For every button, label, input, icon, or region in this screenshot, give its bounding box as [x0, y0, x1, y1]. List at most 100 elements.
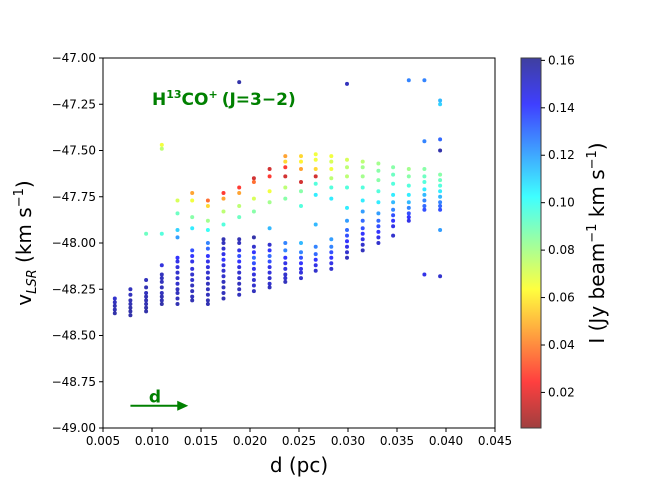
colorbar-label: I (Jy beam−1 km s−1)	[585, 142, 609, 343]
data-point	[251, 235, 256, 240]
data-point	[313, 252, 318, 257]
data-point	[267, 265, 272, 270]
data-point	[422, 78, 427, 83]
data-point	[283, 248, 288, 253]
data-point	[360, 231, 365, 236]
data-point	[159, 146, 164, 151]
data-point	[221, 274, 226, 279]
data-point	[251, 180, 256, 184]
data-point	[237, 292, 242, 297]
data-point	[406, 167, 411, 171]
annotation-isotope: 13	[166, 88, 181, 101]
data-point	[128, 305, 133, 310]
data-point	[190, 198, 195, 203]
data-point	[376, 211, 381, 216]
data-point	[299, 261, 303, 266]
data-point	[438, 207, 443, 212]
data-point	[391, 213, 396, 218]
data-point	[159, 294, 164, 299]
x-tick-label: 0.035	[380, 434, 414, 448]
data-point	[299, 204, 303, 208]
data-point	[221, 209, 226, 214]
data-point	[299, 241, 303, 245]
data-point	[128, 298, 133, 303]
data-point	[313, 263, 318, 268]
data-point	[237, 287, 242, 292]
data-point	[237, 248, 242, 253]
annotation-transition: (J=3−2)	[222, 90, 296, 110]
data-point	[159, 142, 164, 147]
data-point	[391, 165, 396, 170]
data-point	[175, 228, 180, 232]
data-point	[267, 189, 272, 194]
data-point	[112, 311, 117, 316]
data-point	[175, 291, 180, 295]
data-point	[391, 172, 396, 177]
data-point	[221, 241, 226, 245]
data-point	[159, 285, 164, 290]
data-point	[329, 266, 334, 271]
data-point	[221, 237, 226, 242]
data-point	[190, 248, 195, 253]
data-point	[175, 265, 180, 270]
data-point	[283, 185, 288, 190]
direction-arrow-label: d	[149, 388, 161, 408]
data-point	[360, 248, 365, 253]
data-point	[438, 102, 443, 107]
data-point	[112, 296, 117, 301]
data-point	[299, 270, 303, 275]
data-point	[438, 189, 443, 194]
data-point	[251, 209, 256, 214]
data-point	[237, 254, 242, 258]
data-point	[329, 244, 334, 249]
data-point	[376, 168, 381, 173]
data-point	[391, 233, 396, 238]
data-point	[391, 192, 396, 197]
data-point	[159, 263, 164, 268]
colorbar-ticks: 0.02 0.04 0.06 0.08 0.10 0.12 0.14 0.16	[541, 53, 575, 399]
y-axis-ticks: −47.00 −47.25 −47.50 −47.75 −48.00 −48.25 −48.…	[52, 51, 103, 435]
x-tick-label: 0.015	[184, 434, 218, 448]
data-point	[283, 165, 288, 170]
direction-arrow-head	[177, 400, 189, 411]
data-point	[221, 285, 226, 290]
data-point	[422, 167, 427, 171]
colorbar-tick-label: 0.06	[548, 291, 575, 305]
colorbar-tick-label: 0.10	[548, 196, 575, 210]
data-point	[205, 259, 210, 264]
data-point	[221, 191, 226, 195]
data-point	[267, 174, 272, 179]
data-point	[376, 189, 381, 194]
data-point	[144, 278, 149, 282]
data-point	[391, 224, 396, 229]
data-point	[128, 292, 133, 297]
data-point	[438, 204, 443, 208]
data-point	[376, 224, 381, 229]
data-point	[360, 226, 365, 231]
data-point	[221, 296, 226, 301]
data-point	[438, 98, 443, 103]
data-point	[438, 228, 443, 232]
data-point	[345, 81, 349, 86]
data-point	[406, 205, 411, 210]
data-point	[267, 200, 272, 205]
data-point	[422, 180, 427, 184]
data-point	[205, 254, 210, 258]
data-point	[205, 241, 210, 245]
data-point	[221, 263, 226, 268]
data-point	[190, 226, 195, 231]
data-point	[422, 272, 427, 277]
data-point	[406, 200, 411, 205]
data-point	[406, 78, 411, 83]
data-point	[205, 298, 210, 303]
data-point	[112, 300, 117, 305]
data-point	[267, 226, 272, 231]
data-point	[205, 246, 210, 251]
data-point	[159, 302, 164, 306]
data-point	[313, 181, 318, 186]
data-point	[251, 244, 256, 249]
data-point	[360, 159, 365, 164]
data-point	[128, 313, 133, 318]
data-point	[205, 228, 210, 232]
data-point	[299, 189, 303, 194]
